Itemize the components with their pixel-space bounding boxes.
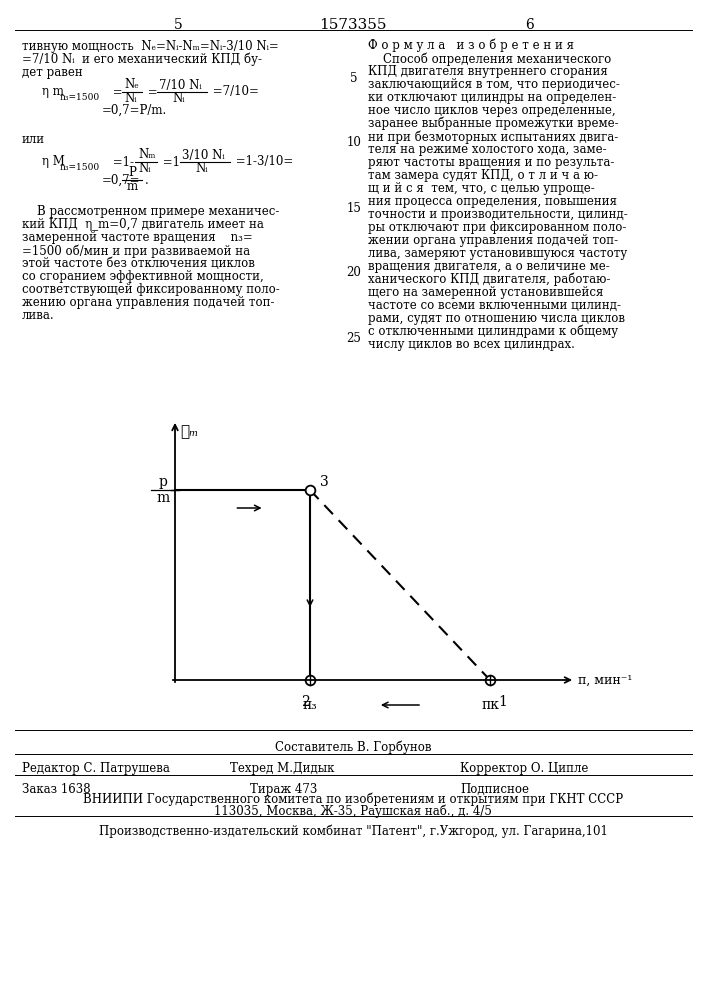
Text: соответствующей фиксированному поло-: соответствующей фиксированному поло- bbox=[22, 283, 280, 296]
Text: точности и производительности, цилинд-: точности и производительности, цилинд- bbox=[368, 208, 628, 221]
Text: η m: η m bbox=[42, 86, 64, 99]
Text: 20: 20 bbox=[346, 266, 361, 279]
Text: Корректор О. Ципле: Корректор О. Ципле bbox=[460, 762, 588, 775]
Text: =1-3/10=: =1-3/10= bbox=[232, 155, 293, 168]
Text: тивную мощность  Nₑ=Nᵢ-Nₘ=Nᵢ-3/10 Nᵢ=: тивную мощность Nₑ=Nᵢ-Nₘ=Nᵢ-3/10 Nᵢ= bbox=[22, 40, 279, 53]
Text: 15: 15 bbox=[346, 202, 361, 215]
Text: =0,7=: =0,7= bbox=[102, 174, 141, 186]
Text: ния процесса определения, повышения: ния процесса определения, повышения bbox=[368, 195, 617, 208]
Text: этой частоте без отключения циклов: этой частоте без отключения циклов bbox=[22, 257, 255, 270]
Text: п₃: п₃ bbox=[303, 698, 317, 712]
Text: или: или bbox=[22, 133, 45, 146]
Text: теля на режиме холостого хода, заме-: теля на режиме холостого хода, заме- bbox=[368, 143, 607, 156]
Text: =1-: =1- bbox=[109, 155, 134, 168]
Text: Nᵢ: Nᵢ bbox=[172, 93, 185, 105]
Text: ры отключают при фиксированном поло-: ры отключают при фиксированном поло- bbox=[368, 221, 626, 234]
Text: Nᵢ: Nᵢ bbox=[195, 162, 207, 176]
Text: щ и й с я  тем, что, с целью упроще-: щ и й с я тем, что, с целью упроще- bbox=[368, 182, 595, 195]
Text: Способ определения механического: Способ определения механического bbox=[368, 52, 612, 66]
Text: 5: 5 bbox=[350, 72, 358, 85]
Text: n₃=1500: n₃=1500 bbox=[60, 93, 100, 102]
Text: п, мин⁻¹: п, мин⁻¹ bbox=[578, 674, 632, 686]
Text: 5: 5 bbox=[174, 18, 182, 32]
Text: заранее выбранные промежутки време-: заранее выбранные промежутки време- bbox=[368, 117, 619, 130]
Text: ряют частоты вращения и по результа-: ряют частоты вращения и по результа- bbox=[368, 156, 614, 169]
Text: вращения двигателя, а о величине ме-: вращения двигателя, а о величине ме- bbox=[368, 260, 609, 273]
Text: =: = bbox=[109, 86, 122, 99]
Text: =7/10 Nᵢ  и его механический КПД бу-: =7/10 Nᵢ и его механический КПД бу- bbox=[22, 53, 262, 66]
Text: m: m bbox=[156, 491, 170, 505]
Text: Nᵢ: Nᵢ bbox=[138, 162, 151, 176]
Text: с отключенными цилиндрами к общему: с отключенными цилиндрами к общему bbox=[368, 325, 618, 338]
Text: =1500 об/мин и при развиваемой на: =1500 об/мин и при развиваемой на bbox=[22, 244, 250, 257]
Text: Производственно-издательский комбинат "Патент", г.Ужгород, ул. Гагарина,101: Производственно-издательский комбинат "П… bbox=[98, 825, 607, 838]
Text: ки отключают цилиндры на определен-: ки отключают цилиндры на определен- bbox=[368, 91, 617, 104]
Text: со сгоранием эффективной мощности,: со сгоранием эффективной мощности, bbox=[22, 270, 264, 283]
Text: 3/10 Nᵢ: 3/10 Nᵢ bbox=[182, 148, 225, 161]
Text: Техред М.Дидык: Техред М.Дидык bbox=[230, 762, 334, 775]
Text: ное число циклов через определенные,: ное число циклов через определенные, bbox=[368, 104, 616, 117]
Text: числу циклов во всех цилиндрах.: числу циклов во всех цилиндрах. bbox=[368, 338, 575, 351]
Text: лива.: лива. bbox=[22, 309, 54, 322]
Text: Nₘ: Nₘ bbox=[138, 148, 156, 161]
Text: η M: η M bbox=[42, 155, 65, 168]
Text: Подписное: Подписное bbox=[460, 783, 529, 796]
Text: дет равен: дет равен bbox=[22, 66, 83, 79]
Text: 25: 25 bbox=[346, 332, 361, 344]
Text: жении органа управления подачей топ-: жении органа управления подачей топ- bbox=[368, 234, 618, 247]
Text: Тираж 473: Тираж 473 bbox=[250, 783, 317, 796]
Text: n₃=1500: n₃=1500 bbox=[60, 162, 100, 172]
Text: там замера судят КПД, о т л и ч а ю-: там замера судят КПД, о т л и ч а ю- bbox=[368, 169, 598, 182]
Text: кий КПД  η_m=0,7 двигатель имеет на: кий КПД η_m=0,7 двигатель имеет на bbox=[22, 218, 264, 231]
Text: жению органа управления подачей топ-: жению органа управления подачей топ- bbox=[22, 296, 274, 309]
Text: Ф о р м у л а   и з о б р е т е н и я: Ф о р м у л а и з о б р е т е н и я bbox=[368, 38, 574, 51]
Text: 3: 3 bbox=[320, 475, 329, 489]
Text: 1573355: 1573355 bbox=[320, 18, 387, 32]
Text: .: . bbox=[145, 174, 148, 186]
Text: пк: пк bbox=[481, 698, 499, 712]
Text: m: m bbox=[127, 180, 138, 194]
Text: замеренной частоте вращения    n₃=: замеренной частоте вращения n₃= bbox=[22, 231, 252, 244]
Text: 1: 1 bbox=[498, 695, 507, 709]
Text: Редактор С. Патрушева: Редактор С. Патрушева bbox=[22, 762, 170, 775]
Text: Nₑ: Nₑ bbox=[124, 79, 139, 92]
Text: лива, замеряют установившуюся частоту: лива, замеряют установившуюся частоту bbox=[368, 247, 627, 260]
Text: КПД двигателя внутреннего сгорания: КПД двигателя внутреннего сгорания bbox=[368, 65, 608, 78]
Text: 6: 6 bbox=[525, 18, 534, 32]
Text: В рассмотренном примере механичес-: В рассмотренном примере механичес- bbox=[22, 205, 279, 218]
Text: ℓₘ: ℓₘ bbox=[180, 425, 199, 439]
Text: p: p bbox=[158, 475, 168, 489]
Text: заключающийся в том, что периодичес-: заключающийся в том, что периодичес- bbox=[368, 78, 620, 91]
Text: =1-: =1- bbox=[159, 155, 184, 168]
Text: ханического КПД двигателя, работаю-: ханического КПД двигателя, работаю- bbox=[368, 273, 610, 286]
Text: Составитель В. Горбунов: Составитель В. Горбунов bbox=[275, 740, 431, 754]
Text: 7/10 Nᵢ: 7/10 Nᵢ bbox=[159, 79, 201, 92]
Text: =0,7=P/m.: =0,7=P/m. bbox=[102, 104, 168, 116]
Text: 113035, Москва, Ж-35, Раушская наб., д. 4/5: 113035, Москва, Ж-35, Раушская наб., д. … bbox=[214, 805, 492, 818]
Text: Nᵢ: Nᵢ bbox=[124, 93, 136, 105]
Text: рами, судят по отношению числа циклов: рами, судят по отношению числа циклов bbox=[368, 312, 625, 325]
Text: 10: 10 bbox=[346, 136, 361, 149]
Text: ни при безмоторных испытаниях двига-: ни при безмоторных испытаниях двига- bbox=[368, 130, 618, 143]
Text: =7/10=: =7/10= bbox=[209, 86, 259, 99]
Text: Заказ 1638: Заказ 1638 bbox=[22, 783, 90, 796]
Text: P: P bbox=[128, 166, 136, 180]
Text: ВНИИПИ Государственного комитета по изобретениям и открытиям при ГКНТ СССР: ВНИИПИ Государственного комитета по изоб… bbox=[83, 793, 623, 806]
Text: частоте со всеми включенными цилинд-: частоте со всеми включенными цилинд- bbox=[368, 299, 621, 312]
Text: 2: 2 bbox=[300, 695, 310, 709]
Text: щего на замеренной установившейся: щего на замеренной установившейся bbox=[368, 286, 603, 299]
Text: =: = bbox=[144, 86, 158, 99]
